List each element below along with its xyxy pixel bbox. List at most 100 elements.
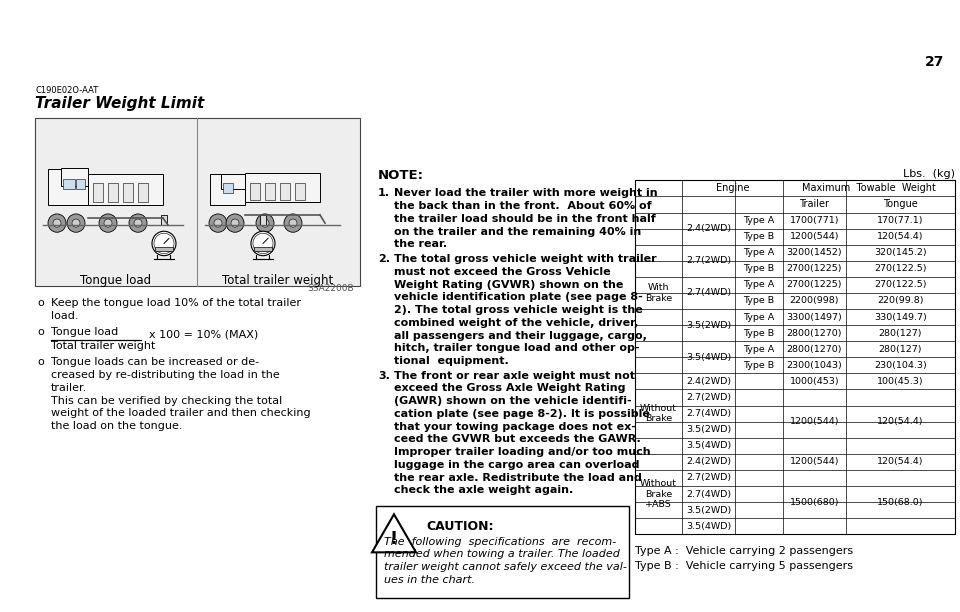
Text: exceed the Gross Axle Weight Rating: exceed the Gross Axle Weight Rating	[394, 384, 626, 394]
Text: 100(45.3): 100(45.3)	[877, 377, 924, 386]
Text: 3.5(2WD): 3.5(2WD)	[685, 506, 732, 515]
Text: 1200(544): 1200(544)	[790, 417, 839, 426]
Text: Tongue: Tongue	[883, 200, 918, 209]
Text: 2.4(2WD): 2.4(2WD)	[686, 224, 732, 233]
Text: Lbs.  (kg): Lbs. (kg)	[903, 169, 955, 179]
Text: 270(122.5): 270(122.5)	[875, 280, 926, 289]
Bar	[910, 47, 960, 75]
Bar	[161, 215, 167, 225]
Bar	[138, 184, 148, 202]
Text: 280(127): 280(127)	[878, 345, 923, 354]
Text: SSA2200B: SSA2200B	[307, 284, 354, 293]
Text: the rear.: the rear.	[394, 239, 447, 249]
Text: With
Brake: With Brake	[645, 283, 672, 302]
Text: hitch, trailer tongue load and other op-: hitch, trailer tongue load and other op-	[394, 343, 639, 353]
Circle shape	[129, 214, 147, 233]
Bar	[250, 184, 260, 200]
Text: o: o	[37, 299, 44, 308]
Bar	[93, 184, 103, 202]
Bar	[210, 174, 245, 205]
Text: 2.7(2WD): 2.7(2WD)	[686, 256, 732, 265]
Text: 2.4(2WD): 2.4(2WD)	[686, 457, 732, 466]
Circle shape	[209, 214, 227, 233]
Text: 270(122.5): 270(122.5)	[875, 264, 926, 274]
Text: NOTE:: NOTE:	[378, 169, 424, 182]
Circle shape	[289, 219, 297, 227]
Text: Trailer: Trailer	[800, 200, 829, 209]
Text: vehicle identification plate (see page 8-: vehicle identification plate (see page 8…	[394, 293, 643, 302]
Bar	[254, 247, 272, 250]
Text: (GAWR) shown on the vehicle identifi-: (GAWR) shown on the vehicle identifi-	[394, 396, 632, 406]
Text: 3200(1452): 3200(1452)	[786, 248, 842, 257]
Text: Without
Brake
+ABS: Without Brake +ABS	[640, 479, 677, 509]
Bar	[63, 179, 75, 190]
Text: ceed the GVWR but exceeds the GAWR.: ceed the GVWR but exceeds the GAWR.	[394, 435, 640, 444]
Text: trailer.: trailer.	[51, 383, 87, 393]
Bar	[48, 169, 88, 205]
Text: 27: 27	[925, 55, 945, 69]
Text: x 100 = 10% (MAX): x 100 = 10% (MAX)	[149, 330, 258, 340]
Text: The front or rear axle weight must not: The front or rear axle weight must not	[394, 371, 635, 381]
Circle shape	[104, 219, 112, 227]
Text: 3.5(2WD): 3.5(2WD)	[685, 425, 732, 434]
Text: 150(68.0): 150(68.0)	[877, 498, 924, 507]
Text: that your towing package does not ex-: that your towing package does not ex-	[394, 422, 636, 431]
Text: the load on the tongue.: the load on the tongue.	[51, 421, 182, 431]
Circle shape	[154, 233, 174, 253]
Text: 2300(1043): 2300(1043)	[786, 361, 842, 370]
Text: Type A: Type A	[743, 345, 775, 354]
Circle shape	[214, 219, 222, 227]
Text: 3.5(4WD): 3.5(4WD)	[685, 441, 732, 450]
Text: all passengers and their luggage, cargo,: all passengers and their luggage, cargo,	[394, 330, 647, 340]
Text: 1200(544): 1200(544)	[790, 457, 839, 466]
Text: Never load the trailer with more weight in: Never load the trailer with more weight …	[394, 188, 658, 198]
Circle shape	[256, 214, 274, 233]
Text: 280(127): 280(127)	[878, 329, 923, 338]
Text: Type B: Type B	[743, 329, 775, 338]
Text: o: o	[37, 357, 44, 367]
Text: 320(145.2): 320(145.2)	[875, 248, 926, 257]
Text: Type A :  Vehicle carrying 2 passengers: Type A : Vehicle carrying 2 passengers	[635, 547, 853, 556]
Text: Type B: Type B	[743, 232, 775, 241]
Text: o: o	[37, 327, 44, 337]
Bar	[265, 184, 275, 200]
Text: 1000(453): 1000(453)	[790, 377, 839, 386]
Text: Type B: Type B	[743, 296, 775, 305]
Bar	[280, 184, 290, 200]
Text: 2700(1225): 2700(1225)	[787, 264, 842, 274]
Text: Maximum  Towable  Weight: Maximum Towable Weight	[802, 184, 936, 193]
Text: combined weight of the vehicle, driver,: combined weight of the vehicle, driver,	[394, 318, 638, 328]
Text: Type A: Type A	[743, 216, 775, 225]
Text: Type B: Type B	[743, 361, 775, 370]
Text: 2.7(4WD): 2.7(4WD)	[686, 409, 732, 418]
Circle shape	[72, 219, 80, 227]
Circle shape	[226, 214, 244, 233]
Text: tional  equipment.: tional equipment.	[394, 356, 509, 366]
Text: mended when towing a trailer. The loaded: mended when towing a trailer. The loaded	[384, 550, 620, 559]
Text: Total trailer weight: Total trailer weight	[51, 341, 156, 351]
Bar	[221, 174, 245, 190]
Text: on the trailer and the remaining 40% in: on the trailer and the remaining 40% in	[394, 226, 641, 237]
Text: 2.7(2WD): 2.7(2WD)	[686, 474, 732, 482]
Text: DRIVING YOUR HYUNDAI: DRIVING YOUR HYUNDAI	[736, 21, 870, 31]
Bar	[635, 181, 955, 534]
Text: cation plate (see page 8-2). It is possible: cation plate (see page 8-2). It is possi…	[394, 409, 650, 419]
Circle shape	[67, 214, 85, 233]
Circle shape	[99, 214, 117, 233]
Circle shape	[152, 231, 176, 256]
Text: 3.5(4WD): 3.5(4WD)	[685, 353, 732, 362]
Bar	[108, 184, 118, 202]
Text: 2.7(4WD): 2.7(4WD)	[686, 490, 732, 499]
Text: 120(54.4): 120(54.4)	[877, 417, 924, 426]
Text: must not exceed the Gross Vehicle: must not exceed the Gross Vehicle	[394, 267, 611, 277]
Text: 220(99.8): 220(99.8)	[877, 296, 924, 305]
Text: Improper trailer loading and/or too much: Improper trailer loading and/or too much	[394, 447, 651, 457]
Text: 2800(1270): 2800(1270)	[787, 345, 842, 354]
Bar	[88, 174, 163, 205]
Text: 170(77.1): 170(77.1)	[877, 216, 924, 225]
Text: 2.7(4WD): 2.7(4WD)	[686, 288, 732, 297]
Bar	[61, 168, 88, 187]
Bar	[295, 184, 305, 200]
Text: 230(104.3): 230(104.3)	[875, 361, 926, 370]
Text: 3.: 3.	[378, 371, 390, 381]
